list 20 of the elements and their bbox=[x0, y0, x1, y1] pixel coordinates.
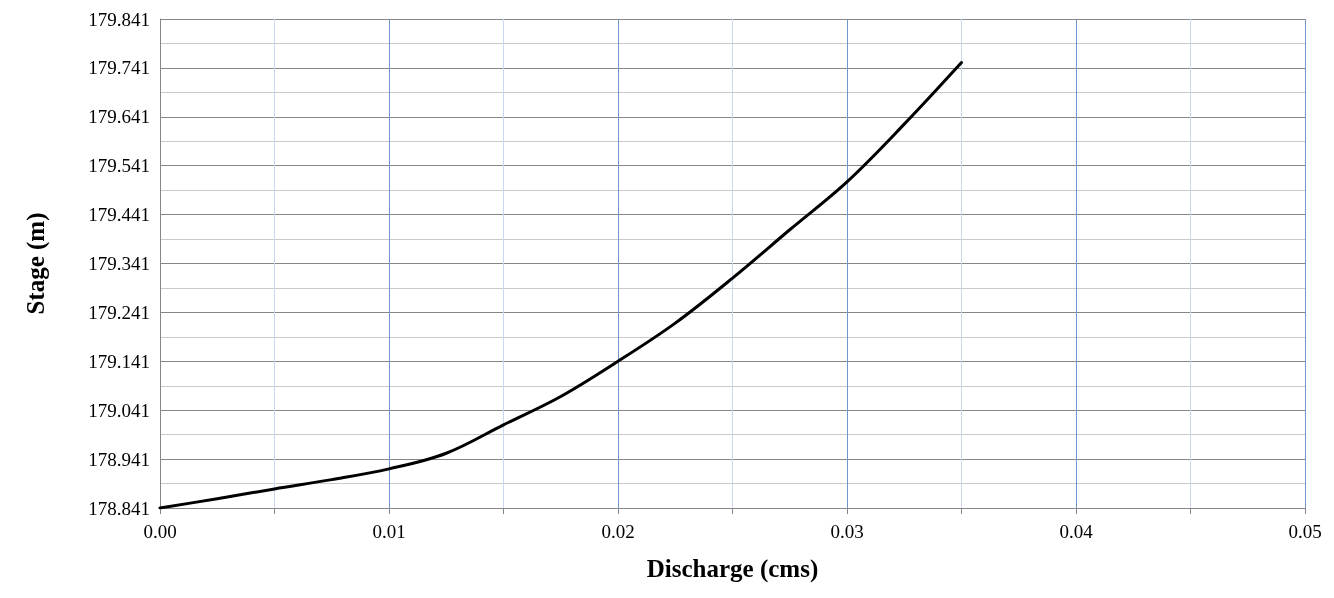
x-tick-label: 0.04 bbox=[1059, 521, 1094, 542]
y-tick-label: 179.341 bbox=[88, 253, 150, 274]
y-axis-title: Stage (m) bbox=[22, 212, 50, 315]
y-tick-label: 179.841 bbox=[88, 8, 150, 30]
x-tick-label: 0.00 bbox=[143, 521, 177, 542]
line-series bbox=[158, 61, 963, 510]
x-tick-label: 0.01 bbox=[372, 521, 406, 542]
y-tick-label: 179.041 bbox=[88, 399, 150, 421]
x-tick-label: 0.03 bbox=[830, 521, 864, 542]
x-tick-label: 0.02 bbox=[601, 521, 635, 542]
y-tick-label: 179.141 bbox=[88, 350, 150, 372]
y-tick-label: 179.441 bbox=[88, 204, 150, 226]
x-axis-title: Discharge (cms) bbox=[646, 555, 819, 583]
y-tick-label: 179.641 bbox=[88, 106, 150, 128]
y-tick-label: 179.541 bbox=[88, 155, 150, 177]
y-tick-label: 179.241 bbox=[88, 301, 150, 323]
y-tick-label: 178.841 bbox=[88, 497, 150, 519]
x-tick-label: 0.05 bbox=[1288, 521, 1322, 542]
y-tick-label: 178.941 bbox=[88, 448, 150, 470]
y-tick-label: 179.741 bbox=[88, 57, 150, 79]
